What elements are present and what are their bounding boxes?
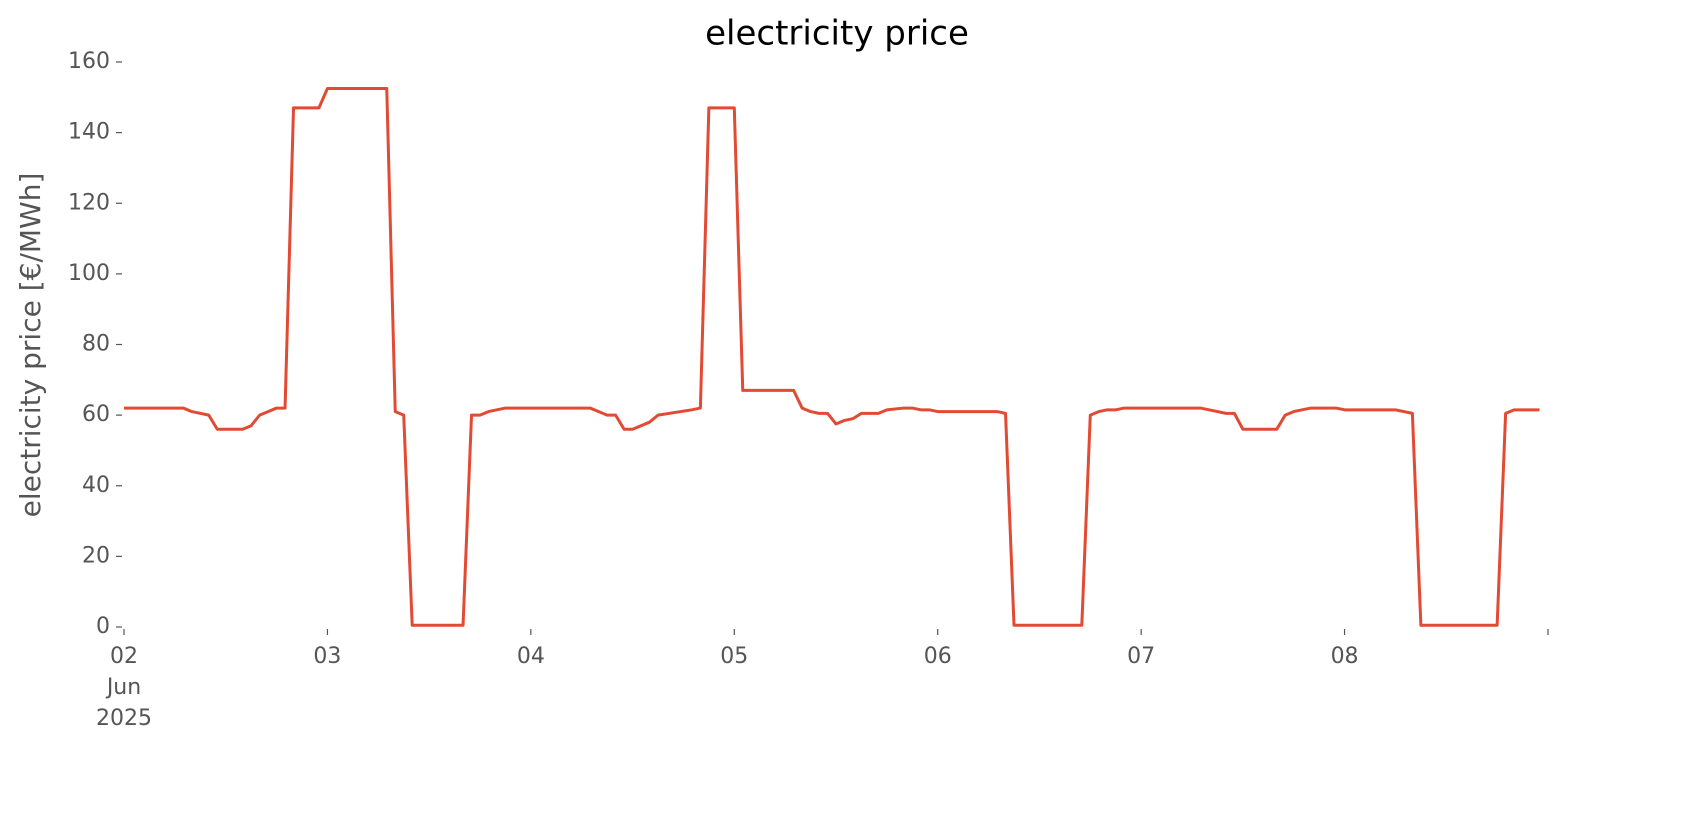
y-tick-label: 60: [82, 402, 110, 427]
y-tick-label: 140: [68, 120, 110, 145]
y-axis-label: electricity price [€/MWh]: [14, 173, 47, 518]
price-line: [124, 86, 1540, 627]
x-tick-label: 06: [924, 644, 952, 669]
x-tick-label: 08: [1331, 644, 1359, 669]
y-tick-label: 80: [82, 332, 110, 357]
y-tick-label: 20: [82, 543, 110, 568]
x-tick-label: 04: [517, 644, 545, 669]
x-tick-label: 05: [720, 644, 748, 669]
y-tick-label: 0: [96, 614, 110, 639]
x-tick-label: 02 Jun 2025: [96, 644, 152, 731]
y-tick-label: 100: [68, 261, 110, 286]
x-tick-label: 07: [1127, 644, 1155, 669]
chart-title: electricity price: [705, 14, 969, 54]
y-tick-label: 40: [82, 473, 110, 498]
y-tick-label: 160: [68, 49, 110, 74]
y-tick-label: 120: [68, 190, 110, 215]
x-tick-label: 03: [313, 644, 341, 669]
